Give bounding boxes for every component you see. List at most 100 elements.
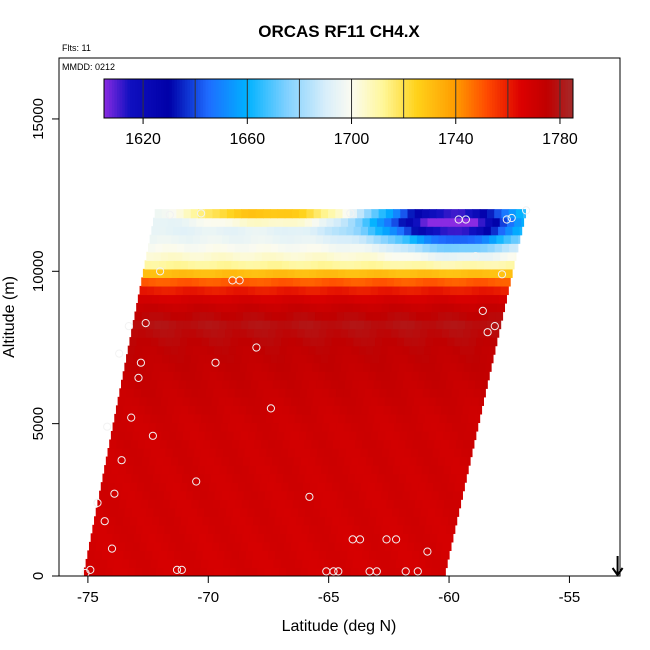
heatmap-cell — [134, 422, 143, 432]
heatmap-cell — [492, 251, 501, 261]
heatmap-cell — [347, 439, 356, 449]
heatmap-cell — [215, 558, 224, 569]
heatmap-cell — [281, 337, 289, 347]
heatmap-cell — [243, 345, 252, 355]
heatmap-cell — [246, 328, 255, 338]
heatmap-cell — [488, 345, 496, 355]
heatmap-cell — [467, 234, 476, 244]
heatmap-cell — [450, 465, 459, 475]
colorbar-segment — [565, 79, 569, 118]
heatmap-cell — [348, 251, 357, 261]
heatmap-cell — [154, 209, 163, 219]
heatmap-cell — [306, 243, 315, 253]
heatmap-cell — [438, 490, 447, 500]
heatmap-cell — [175, 430, 184, 441]
heatmap-cell — [441, 439, 450, 449]
heatmap-cell — [119, 388, 128, 398]
sample-point — [461, 215, 470, 224]
colorbar-segment — [380, 79, 384, 118]
heatmap-cell — [203, 362, 212, 372]
heatmap-cell — [178, 379, 187, 389]
heatmap-cell — [278, 311, 287, 321]
heatmap-cell — [211, 362, 219, 372]
heatmap-cell — [162, 388, 171, 398]
heatmap-cell — [417, 413, 426, 424]
heatmap-cell — [181, 439, 190, 449]
heatmap-cell — [466, 456, 471, 466]
heatmap-cell — [428, 396, 437, 406]
colorbar-segment — [171, 79, 175, 118]
heatmap-cell — [172, 558, 181, 569]
heatmap-cell — [471, 251, 480, 261]
heatmap-cell — [383, 328, 392, 338]
heatmap-cell — [484, 260, 492, 270]
heatmap-cell — [353, 371, 362, 381]
heatmap-cell — [186, 448, 195, 458]
heatmap-cell — [372, 422, 381, 432]
heatmap-cell — [320, 209, 329, 219]
heatmap-cell — [480, 243, 489, 253]
heatmap-cell — [432, 302, 441, 313]
heatmap-cell — [432, 558, 441, 569]
heatmap-cell — [105, 567, 114, 576]
heatmap-cell — [283, 396, 292, 406]
heatmap-cell — [315, 311, 323, 321]
heatmap-cell — [193, 268, 202, 278]
heatmap-cell — [405, 294, 413, 304]
heatmap-cell — [256, 388, 265, 398]
heatmap-cell — [222, 379, 230, 389]
heatmap-cell — [340, 294, 348, 304]
heatmap-cell — [204, 507, 212, 517]
heatmap-cell — [198, 388, 207, 398]
heatmap-cell — [366, 234, 375, 244]
heatmap-cell — [400, 465, 409, 475]
heatmap-cell — [309, 413, 318, 424]
colorbar-segment — [497, 79, 501, 118]
heatmap-cell — [225, 251, 234, 261]
heatmap-cell — [468, 337, 477, 347]
heatmap-cell — [340, 439, 349, 449]
heatmap-cell — [426, 405, 435, 415]
y-axis-label: Altitude (m) — [1, 276, 18, 358]
heatmap-cell — [354, 516, 362, 526]
heatmap-cell — [440, 405, 449, 415]
heatmap-cell — [110, 507, 118, 517]
heatmap-cell — [399, 285, 408, 296]
heatmap-cell — [195, 516, 203, 526]
sample-point — [197, 209, 206, 218]
colorbar-segment — [242, 79, 246, 118]
heatmap-cell — [254, 507, 263, 517]
heatmap-cell — [373, 456, 381, 466]
heatmap-cell — [352, 302, 361, 313]
colorbar-segment — [403, 79, 407, 118]
heatmap-cell — [209, 371, 218, 381]
heatmap-cell — [310, 482, 319, 492]
heatmap-cell — [231, 260, 240, 270]
heatmap-cell — [329, 311, 338, 321]
heatmap-cell — [294, 490, 302, 500]
heatmap-cell — [258, 490, 266, 500]
heatmap-cell — [269, 285, 278, 296]
heatmap-cell — [433, 371, 442, 381]
heatmap-cell — [100, 482, 109, 492]
heatmap-cell — [232, 217, 241, 227]
heatmap-cell — [272, 345, 281, 355]
heatmap-cell — [429, 354, 438, 364]
heatmap-cell — [400, 243, 409, 253]
colorbar-segment — [471, 79, 475, 118]
heatmap-cell — [231, 516, 240, 526]
heatmap-cell — [272, 379, 281, 389]
plot-frame — [58, 57, 621, 577]
heatmap-cell — [422, 354, 431, 364]
x-axis-label: Latitude (deg N) — [282, 618, 397, 635]
heatmap-cell — [212, 354, 221, 364]
heatmap-cell — [348, 217, 356, 227]
heatmap-cell — [415, 499, 424, 509]
heatmap-cell — [250, 311, 258, 321]
heatmap-cell — [315, 456, 324, 466]
heatmap-cell — [339, 260, 348, 270]
heatmap-cell — [485, 251, 494, 261]
heatmap-cell — [430, 422, 439, 432]
heatmap-cell — [105, 456, 114, 466]
heatmap-cell — [186, 268, 195, 278]
